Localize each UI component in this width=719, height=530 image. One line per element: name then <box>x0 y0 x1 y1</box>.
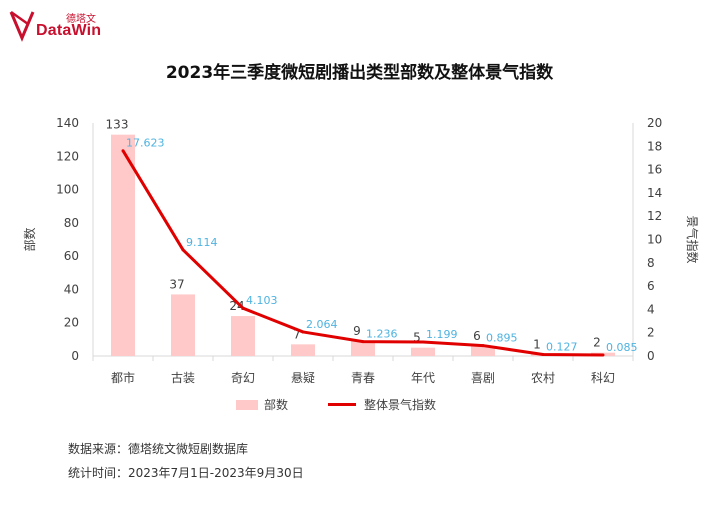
y-tick-label: 0 <box>71 349 79 363</box>
bar-data-label: 5 <box>413 331 421 345</box>
bar-data-label: 24 <box>229 299 244 313</box>
datawin-logo-mark-icon <box>9 10 35 42</box>
chart-legend: 部数 整体景气指数 <box>236 396 476 413</box>
bar <box>291 344 315 356</box>
line-data-label: 0.127 <box>546 341 578 354</box>
y2-tick-label: 12 <box>647 209 662 223</box>
line-point <box>241 306 245 310</box>
data-source-note: 数据来源：德塔统文微短剧数据库 <box>68 442 249 456</box>
y-axis-title: 部数 <box>22 227 37 251</box>
bar-data-label: 133 <box>106 118 129 132</box>
line-point <box>121 149 125 153</box>
line-data-label: 1.236 <box>366 328 398 341</box>
bar-data-label: 7 <box>293 327 301 341</box>
line-point <box>361 340 365 344</box>
y2-tick-label: 6 <box>647 279 655 293</box>
bar <box>171 294 195 356</box>
legend-item-line[interactable]: 整体景气指数 <box>328 396 436 413</box>
y2-tick-label: 16 <box>647 163 662 177</box>
y2-axis-title: 景气指数 <box>685 215 700 263</box>
line-point <box>181 248 185 252</box>
x-tick-label: 年代 <box>411 371 435 385</box>
x-tick-label: 农村 <box>531 371 555 385</box>
y2-tick-label: 0 <box>647 349 655 363</box>
bar <box>351 341 375 356</box>
legend-item-bar[interactable]: 部数 <box>236 396 288 413</box>
y2-tick-label: 2 <box>647 326 655 340</box>
line-data-label: 0.085 <box>606 341 638 354</box>
stat-period-note: 统计时间：2023年7月1日-2023年9月30日 <box>68 466 304 480</box>
line-data-label: 2.064 <box>306 318 338 331</box>
line-data-label: 1.199 <box>426 328 458 341</box>
legend-line-swatch <box>328 403 357 406</box>
bar <box>471 346 495 356</box>
x-tick-label: 科幻 <box>591 371 615 385</box>
y2-tick-label: 4 <box>647 302 655 316</box>
line-data-label: 4.103 <box>246 294 278 307</box>
y2-tick-label: 18 <box>647 139 662 153</box>
x-tick-label: 喜剧 <box>471 371 495 385</box>
bar <box>231 316 255 356</box>
line-data-label: 17.623 <box>126 137 165 150</box>
line-point <box>541 353 545 357</box>
chart-title: 2023年三季度微短剧播出类型部数及整体景气指数 <box>165 63 554 83</box>
x-tick-label: 青春 <box>351 371 375 385</box>
y2-tick-label: 14 <box>647 186 662 200</box>
legend-bar-label: 部数 <box>264 398 289 412</box>
line-data-label: 9.114 <box>186 236 218 249</box>
y-tick-label: 140 <box>56 116 79 130</box>
y2-tick-label: 10 <box>647 233 662 247</box>
bar-data-label: 9 <box>353 324 361 338</box>
line-point <box>601 353 605 357</box>
y2-tick-label: 20 <box>647 116 662 130</box>
y-tick-label: 120 <box>56 149 79 163</box>
y-tick-label: 40 <box>64 282 79 296</box>
bar-data-label: 2 <box>593 336 601 350</box>
x-tick-label: 古装 <box>171 370 195 385</box>
y-tick-label: 20 <box>64 316 79 330</box>
x-tick-label: 都市 <box>111 370 135 385</box>
line-point <box>481 344 485 348</box>
logo-cn-text: 德塔文 <box>66 14 96 25</box>
y-tick-label: 80 <box>64 216 79 230</box>
bar-data-label: 1 <box>533 337 541 351</box>
datawin-logo: 德塔文 DataWin <box>8 6 128 46</box>
y-tick-label: 60 <box>64 249 79 263</box>
line-point <box>421 340 425 344</box>
y-tick-label: 100 <box>56 183 79 197</box>
line-point <box>301 330 305 334</box>
line-data-label: 0.895 <box>486 332 518 345</box>
legend-bar-swatch <box>236 399 258 410</box>
bar-data-label: 37 <box>169 277 184 291</box>
y2-tick-label: 8 <box>647 256 655 270</box>
logo-en-text: DataWin <box>36 22 102 39</box>
bar-data-label: 6 <box>473 329 481 343</box>
x-tick-label: 奇幻 <box>231 371 255 385</box>
legend-line-label: 整体景气指数 <box>364 398 437 412</box>
bar <box>411 347 435 356</box>
x-tick-label: 悬疑 <box>291 370 315 385</box>
bar <box>111 134 135 356</box>
